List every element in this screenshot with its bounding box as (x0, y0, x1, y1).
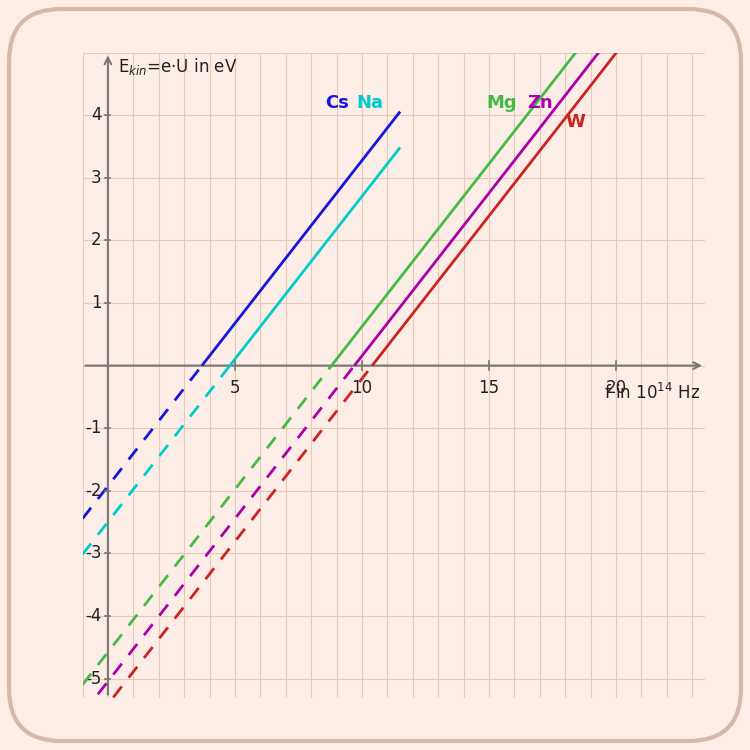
Text: -2: -2 (85, 482, 101, 500)
Text: 20: 20 (605, 380, 627, 398)
Text: 10: 10 (352, 380, 373, 398)
Text: Cs: Cs (325, 94, 349, 112)
Text: 4: 4 (91, 106, 101, 124)
Text: W: W (566, 112, 585, 130)
Text: 2: 2 (91, 231, 101, 249)
Text: Na: Na (356, 94, 383, 112)
Text: -4: -4 (86, 607, 101, 625)
Text: E$_{kin}$=e·U in eV: E$_{kin}$=e·U in eV (118, 56, 238, 76)
Text: -1: -1 (85, 419, 101, 437)
Text: -3: -3 (85, 544, 101, 562)
Text: Mg: Mg (487, 94, 517, 112)
Text: -5: -5 (86, 670, 101, 688)
Text: 3: 3 (91, 169, 101, 187)
Text: Zn: Zn (527, 94, 553, 112)
Text: 15: 15 (478, 380, 500, 398)
Text: 5: 5 (230, 380, 240, 398)
Text: f in 10$^{14}$ Hz: f in 10$^{14}$ Hz (604, 383, 700, 404)
Text: 1: 1 (91, 294, 101, 312)
